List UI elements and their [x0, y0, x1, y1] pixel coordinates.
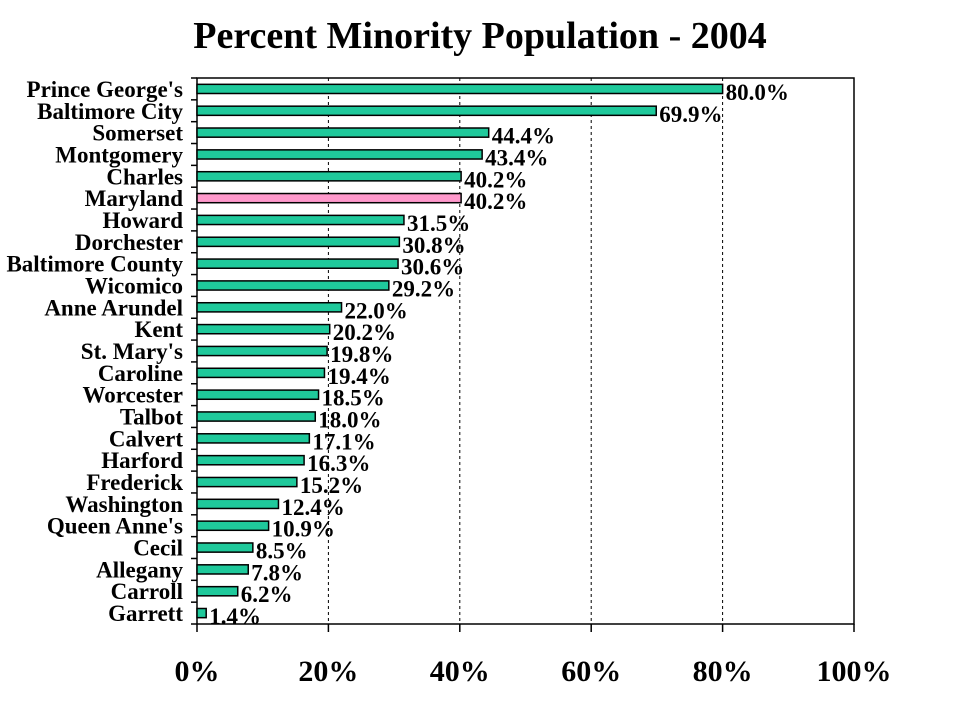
bar — [196, 192, 462, 204]
bar — [196, 323, 331, 335]
bar — [196, 564, 249, 575]
category-label: Montgomery — [55, 142, 183, 167]
x-tick-label: 0% — [175, 655, 220, 688]
y-axis-ticks — [191, 77, 197, 625]
x-tick-label: 80% — [693, 655, 753, 688]
bar — [196, 170, 462, 182]
bar — [196, 498, 280, 510]
value-label: 18.0% — [318, 408, 381, 433]
x-axis-ticks: 0% 20% 40% 60% 80% 100% — [175, 624, 892, 688]
value-label: 8.5% — [256, 539, 308, 564]
category-label: Baltimore City — [37, 99, 183, 124]
bar — [196, 301, 343, 313]
category-label: Frederick — [86, 470, 183, 495]
category-label: Howard — [103, 208, 184, 233]
bar — [196, 258, 399, 269]
bar — [196, 411, 317, 422]
category-label: St. Mary's — [81, 339, 183, 364]
bar — [196, 607, 207, 619]
bar — [196, 149, 483, 160]
bar — [196, 345, 328, 357]
gridlines — [327, 78, 724, 624]
category-label: Maryland — [85, 186, 184, 211]
category-label: Calvert — [109, 426, 183, 451]
category-label: Garrett — [108, 601, 183, 626]
x-tick-label: 60% — [561, 655, 621, 688]
value-label: 20.2% — [333, 320, 396, 345]
x-tick-label: 20% — [298, 655, 358, 688]
value-label: 19.4% — [327, 364, 390, 389]
category-label: Washington — [65, 492, 183, 517]
value-label: 43.4% — [485, 145, 548, 170]
value-label: 18.5% — [322, 386, 385, 411]
value-label: 7.8% — [251, 560, 303, 585]
value-label: 40.2% — [464, 167, 527, 192]
value-label: 15.2% — [300, 473, 363, 498]
bar — [196, 542, 254, 553]
value-label: 17.1% — [312, 429, 375, 454]
value-label: 44.4% — [492, 124, 555, 149]
category-label: Queen Anne's — [47, 514, 183, 539]
value-label: 29.2% — [392, 276, 455, 301]
category-label: Prince George's — [27, 77, 184, 102]
x-tick-label: 40% — [430, 655, 490, 688]
category-label: Wicomico — [85, 273, 183, 298]
value-label: 19.8% — [330, 342, 393, 367]
category-label: Somerset — [92, 121, 183, 146]
category-label: Caroline — [98, 361, 183, 386]
chart-title: Percent Minority Population - 2004 — [193, 15, 767, 57]
bar — [196, 454, 305, 466]
category-label: Charles — [106, 164, 183, 189]
category-label: Worcester — [83, 383, 183, 408]
bars — [196, 83, 724, 619]
value-label: 30.8% — [402, 233, 465, 258]
category-label: Kent — [134, 317, 183, 342]
bar — [196, 367, 326, 379]
category-label: Carroll — [111, 579, 183, 604]
bar — [196, 83, 724, 95]
value-label: 12.4% — [281, 495, 344, 520]
bar — [196, 476, 298, 488]
bar — [196, 585, 239, 597]
value-label: 22.0% — [345, 298, 408, 323]
bar — [196, 214, 405, 226]
bar — [196, 236, 401, 248]
value-label: 6.2% — [241, 582, 293, 607]
category-label: Cecil — [133, 536, 183, 561]
x-tick-label: 100% — [817, 655, 892, 688]
bar — [196, 433, 311, 444]
bar — [196, 280, 390, 291]
category-label: Talbot — [120, 405, 183, 430]
bar — [196, 127, 490, 138]
category-label: Anne Arundel — [44, 295, 183, 320]
category-label: Harford — [101, 448, 183, 473]
bar — [196, 389, 320, 401]
value-label: 30.6% — [401, 255, 464, 280]
bar — [196, 105, 657, 117]
value-label: 16.3% — [307, 451, 370, 476]
value-label: 10.9% — [272, 517, 335, 542]
category-label: Allegany — [96, 557, 183, 582]
value-labels: 80.0%69.9%44.4%43.4%40.2%40.2%31.5%30.8%… — [209, 80, 789, 629]
value-label: 80.0% — [726, 80, 789, 105]
category-label: Dorchester — [75, 230, 183, 255]
value-label: 31.5% — [407, 211, 470, 236]
category-label: Baltimore County — [6, 252, 183, 277]
value-label: 69.9% — [659, 102, 722, 127]
value-label: 40.2% — [464, 189, 527, 214]
value-label: 1.4% — [209, 604, 261, 629]
bar — [196, 520, 270, 532]
